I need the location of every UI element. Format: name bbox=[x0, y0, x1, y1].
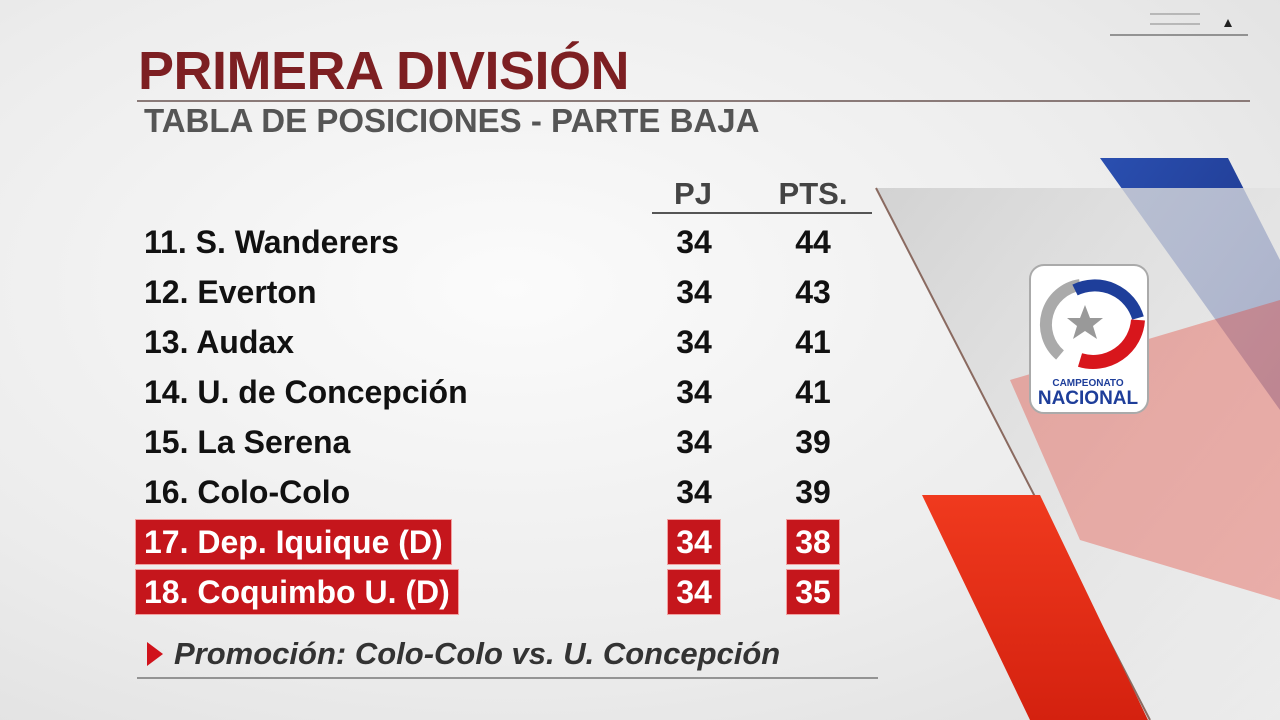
logo bbox=[1029, 264, 1149, 414]
column-header: PTS. bbox=[778, 176, 848, 211]
pj-cell: 34 bbox=[676, 224, 712, 260]
pts-cell: 39 bbox=[795, 474, 831, 510]
table-row: 18. Coquimbo U. (D) 34 35 bbox=[0, 570, 900, 614]
footnote: Promoción: Colo-Colo vs. U. Concepción bbox=[174, 636, 781, 671]
team-cell: 11. S. Wanderers bbox=[144, 224, 399, 260]
pts-cell: 39 bbox=[795, 424, 831, 460]
team-cell: 18. Coquimbo U. (D) bbox=[136, 570, 458, 614]
pts-cell: 44 bbox=[795, 224, 831, 260]
pj-cell: 34 bbox=[668, 570, 720, 614]
team-cell: 16. Colo-Colo bbox=[144, 474, 351, 510]
table-row: 15. La Serena 34 39 bbox=[0, 420, 900, 464]
team-cell: 14. U. de Concepción bbox=[144, 374, 468, 410]
logo-line2: NACIONAL bbox=[1038, 388, 1139, 409]
pj-cell: 34 bbox=[676, 474, 712, 510]
team-cell: 17. Dep. Iquique (D) bbox=[136, 520, 451, 564]
team-cell: 13. Audax bbox=[144, 324, 294, 360]
team-cell: 12. Everton bbox=[144, 274, 317, 310]
pts-cell: 43 bbox=[795, 274, 831, 310]
logo-line1: CAMPEONATO bbox=[1052, 378, 1124, 389]
table-row: 17. Dep. Iquique (D) 34 38 bbox=[0, 520, 900, 564]
gray-panel bbox=[876, 188, 1280, 720]
pj-cell: 34 bbox=[668, 520, 720, 564]
pj-cell: 34 bbox=[676, 374, 712, 410]
pj-cell: 34 bbox=[676, 424, 712, 460]
pts-cell: 38 bbox=[787, 520, 839, 564]
table-row: 14. U. de Concepción 34 41 bbox=[0, 370, 900, 414]
foot-arrow bbox=[147, 642, 163, 666]
pj-cell: 34 bbox=[676, 324, 712, 360]
table-row: 11. S. Wanderers 34 44 bbox=[0, 220, 900, 264]
table-row: 12. Everton 34 43 bbox=[0, 270, 900, 314]
title: PRIMERA DIVISIÓN bbox=[138, 41, 630, 101]
table-row: 16. Colo-Colo 34 39 bbox=[0, 470, 900, 514]
team-cell: 15. La Serena bbox=[144, 424, 351, 460]
table-row: 13. Audax 34 41 bbox=[0, 320, 900, 364]
pts-cell: 41 bbox=[795, 324, 831, 360]
subtitle: TABLA DE POSICIONES - PARTE BAJA bbox=[144, 102, 760, 139]
column-header: PJ bbox=[674, 176, 712, 211]
pts-cell: 41 bbox=[795, 374, 831, 410]
pts-cell: 35 bbox=[787, 570, 839, 614]
corner-arrow bbox=[1224, 19, 1232, 27]
pj-cell: 34 bbox=[676, 274, 712, 310]
red-shard bbox=[922, 495, 1148, 720]
logo-brand: ANFP bbox=[1073, 340, 1102, 351]
